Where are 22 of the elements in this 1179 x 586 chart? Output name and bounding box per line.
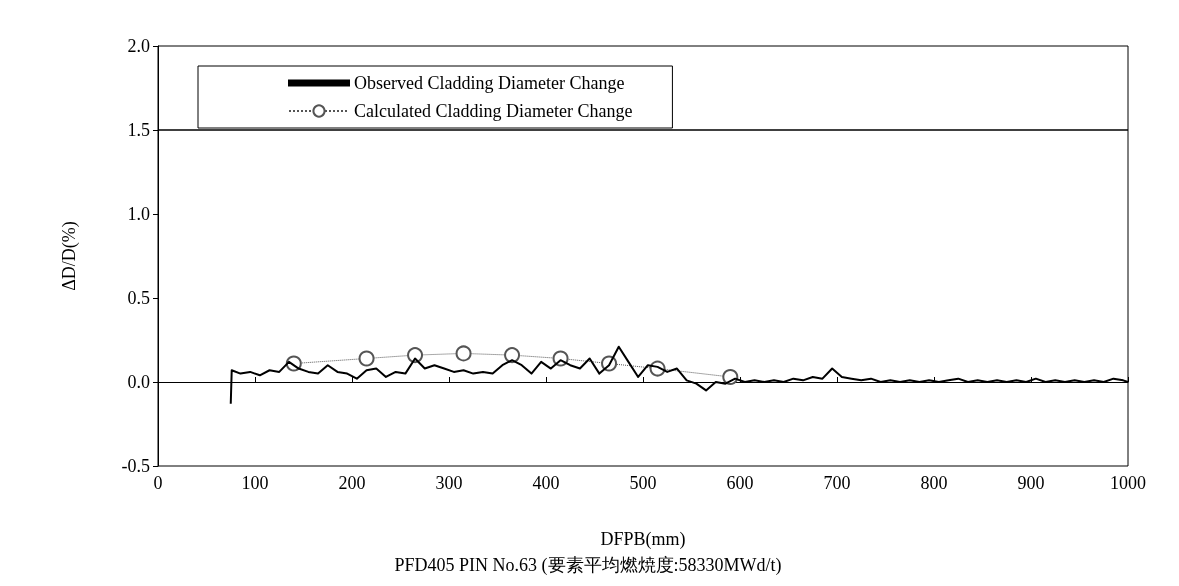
y-tick-label: 2.0	[127, 36, 150, 56]
y-tick-label: -0.5	[121, 456, 150, 476]
y-tick-label: 0.5	[127, 288, 150, 308]
x-tick-label: 1000	[1110, 473, 1146, 493]
text: PFD405 PIN No.63 (要素平均燃焼度:58330MWd/t)	[394, 555, 782, 576]
y-tick-label: 1.0	[127, 204, 150, 224]
x-tick-label: 700	[823, 473, 851, 493]
legend-label: Calculated Cladding Diameter Change	[354, 101, 633, 121]
x-tick-label: 600	[726, 473, 754, 493]
legend-label: Observed Cladding Diameter Change	[354, 73, 625, 93]
x-tick-label: 100	[241, 473, 269, 493]
x-tick-label: 0	[153, 473, 163, 493]
y-tick-label: 0.0	[127, 372, 150, 392]
y-axis-title: ΔD/D(%)	[59, 221, 80, 291]
x-tick-label: 300	[435, 473, 463, 493]
x-tick-label: 900	[1017, 473, 1045, 493]
x-tick-label: 500	[629, 473, 657, 493]
x-axis-title: DFPB(mm)	[600, 529, 686, 550]
x-tick-label: 800	[920, 473, 948, 493]
x-tick-label: 400	[532, 473, 560, 493]
y-tick-label: 1.5	[127, 120, 150, 140]
x-tick-label: 200	[338, 473, 366, 493]
